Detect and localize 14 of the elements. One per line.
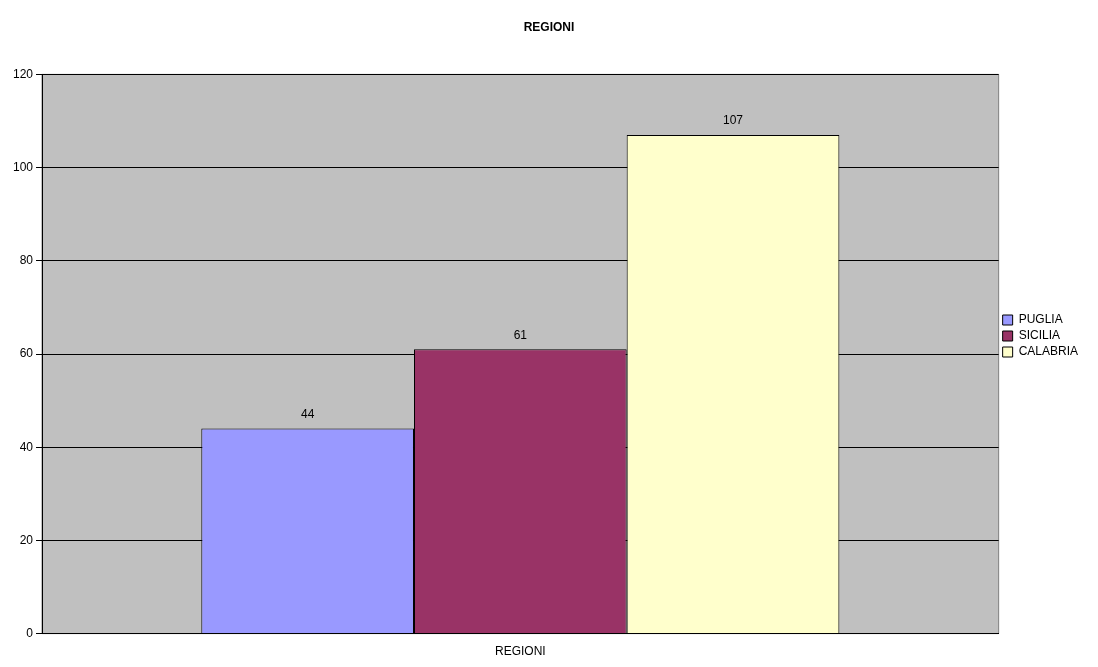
legend-label: SICILIA — [1018, 328, 1060, 343]
legend-label: PUGLIA — [1018, 312, 1063, 327]
data-label: 61 — [513, 327, 528, 342]
y-tick-label: 40 — [19, 439, 34, 454]
data-label: 107 — [723, 113, 744, 128]
y-tick-label: 60 — [19, 346, 34, 361]
y-tick-label: 80 — [19, 253, 34, 268]
y-tick-label: 120 — [12, 66, 34, 81]
y-tick-label: 20 — [19, 532, 34, 547]
y-tick-label: 0 — [26, 625, 34, 640]
data-label: 44 — [300, 406, 315, 421]
y-tick-label: 100 — [12, 159, 34, 174]
legend-label: CALABRIA — [1018, 344, 1078, 359]
chart-title: REGIONI — [523, 19, 575, 34]
